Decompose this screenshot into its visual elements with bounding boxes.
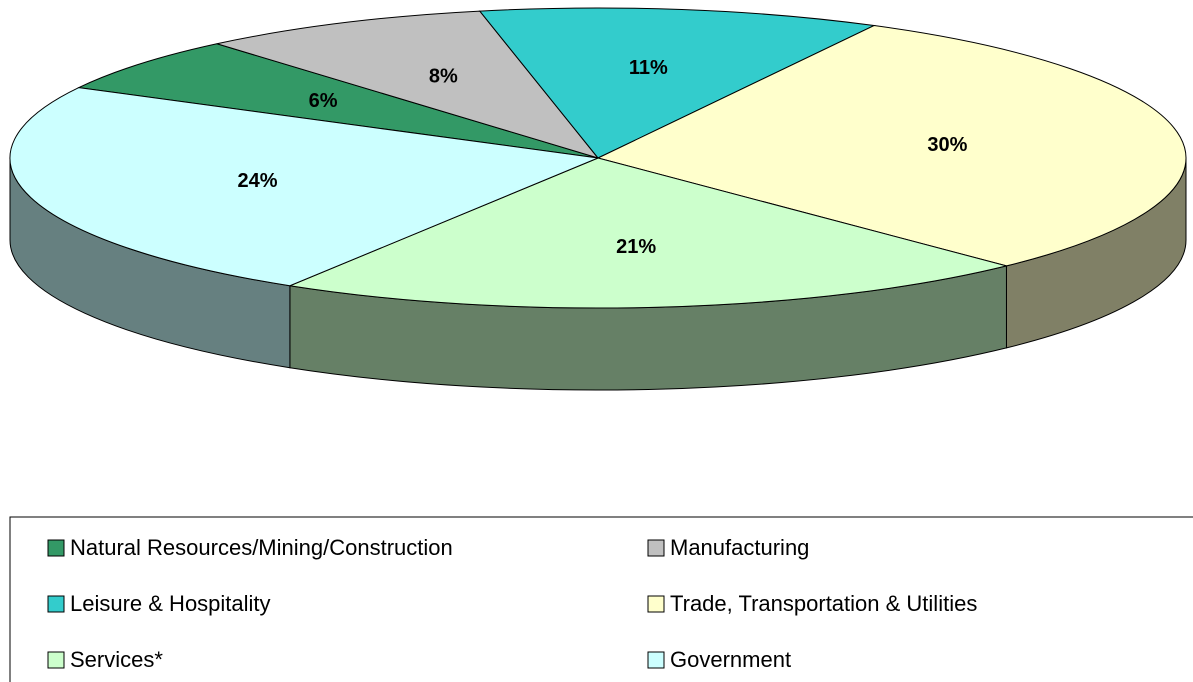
- pie-slice: [478, 7, 876, 159]
- legend-label: Government: [670, 647, 791, 672]
- data-label: 6%: [309, 90, 338, 112]
- pie-slice: [9, 87, 600, 287]
- legend-box: [9, 516, 1193, 682]
- legend-label: Natural Resources/Mining/Construction: [70, 535, 453, 560]
- legend-swatch: [47, 539, 65, 557]
- data-label: 30%: [927, 134, 967, 156]
- legend-swatch: [47, 651, 65, 669]
- legend-swatch: [647, 651, 665, 669]
- legend-label: Manufacturing: [670, 535, 809, 560]
- pie-slice: [216, 10, 600, 159]
- legend-swatch: [47, 595, 65, 613]
- data-label: 24%: [238, 170, 278, 192]
- data-label: 11%: [629, 57, 668, 79]
- data-label: 21%: [616, 236, 656, 258]
- pie-slice: [77, 43, 599, 159]
- legend-swatch: [647, 595, 665, 613]
- pie-slice: [596, 25, 1187, 267]
- legend-label: Trade, Transportation & Utilities: [670, 591, 977, 616]
- data-label: 8%: [429, 65, 458, 87]
- legend-swatch: [647, 539, 665, 557]
- legend-label: Leisure & Hospitality: [70, 591, 271, 616]
- pie-slice: [288, 157, 1007, 309]
- legend-label: Services*: [70, 647, 163, 672]
